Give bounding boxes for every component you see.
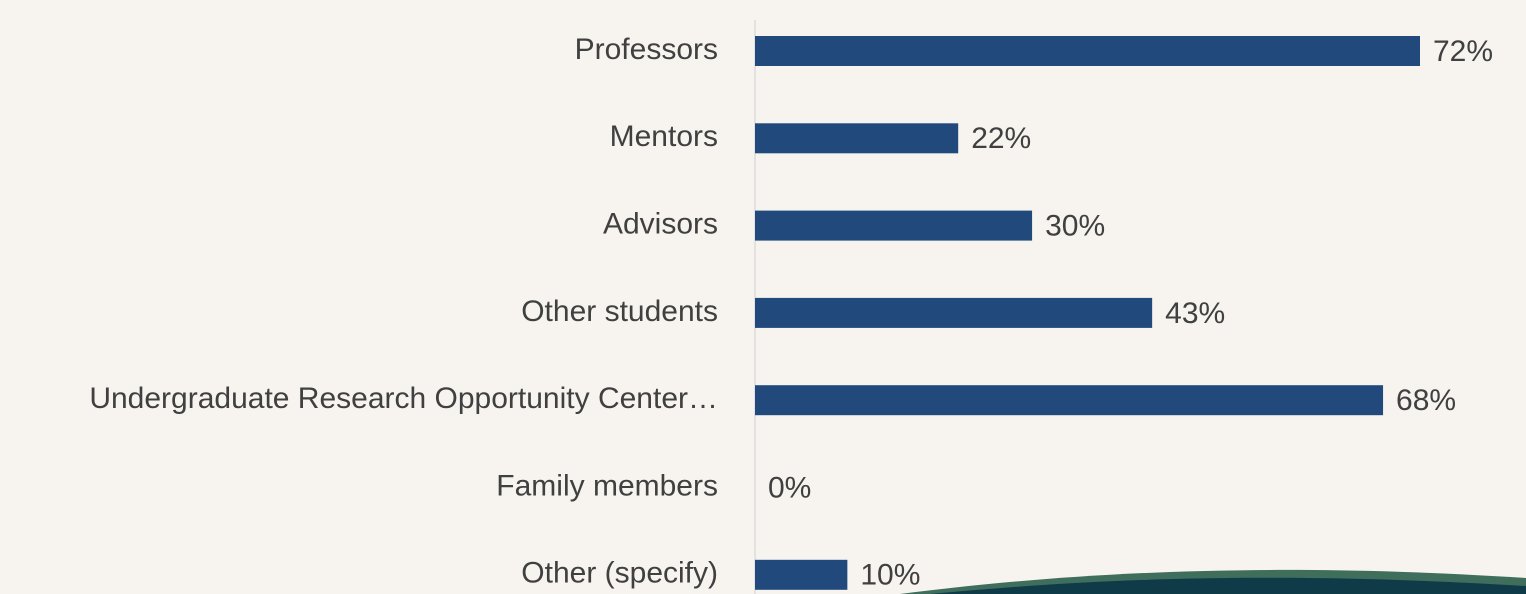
value-label: 72% [1433,35,1493,68]
category-label: Other students [521,295,718,328]
value-label: 22% [971,122,1031,155]
value-label: 43% [1165,297,1225,330]
bar [755,36,1420,66]
bar [755,297,1153,328]
category-label: Family members [496,469,718,502]
value-label: 0% [768,471,811,504]
bar [755,385,1384,416]
bar [755,210,1033,241]
category-label: Professors [575,33,718,66]
bar [755,559,848,590]
value-label: 68% [1396,384,1456,417]
bar [755,123,959,154]
category-label: Other (specify) [521,557,718,590]
decor-wave-dark [930,577,1526,594]
category-label: Advisors [603,208,718,241]
category-label: Undergraduate Research Opportunity Cente… [89,382,718,415]
value-label: 30% [1045,210,1105,243]
category-label: Mentors [610,120,718,153]
value-label: 10% [860,559,920,592]
